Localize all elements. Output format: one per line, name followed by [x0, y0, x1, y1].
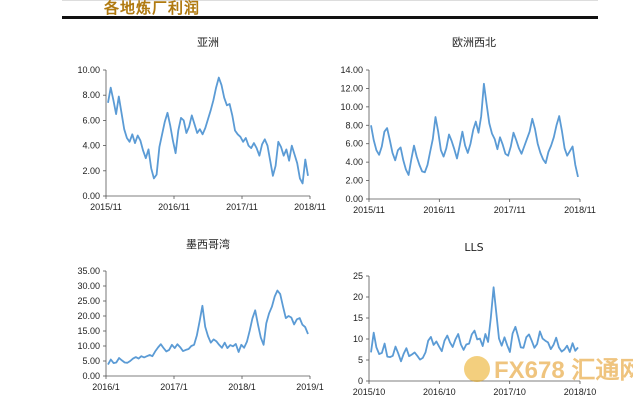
y-tick-label: 0.00 [345, 194, 363, 204]
x-tick-label: 2018/11 [564, 205, 596, 215]
x-tick-label: 2016/11 [423, 205, 455, 215]
y-tick-label: 5.00 [82, 356, 100, 366]
y-tick-label: 10 [353, 334, 363, 344]
x-tick-label: 2015/11 [353, 205, 385, 215]
chart-title: 亚洲 [197, 36, 219, 49]
x-tick-label: 2017/11 [226, 202, 258, 212]
y-tick-label: 20 [353, 292, 363, 302]
y-tick-label: 4.00 [82, 141, 100, 151]
series-line [370, 286, 579, 363]
y-tick-label: 35.00 [77, 266, 100, 276]
y-tick-label: 10.00 [340, 102, 363, 112]
header-top-rule [62, 0, 598, 1]
x-tick-label: 2015/10 [353, 387, 386, 397]
series-line [107, 289, 309, 366]
y-tick-label: 20.00 [77, 311, 100, 321]
y-tick-label: 6.00 [82, 115, 100, 125]
series-line [107, 76, 309, 185]
chart-title: 墨西哥湾 [186, 237, 230, 251]
x-tick-label: 2016/1 [92, 382, 120, 392]
x-tick-label: 2018/10 [564, 387, 597, 397]
x-tick-label: 2016/11 [158, 202, 190, 212]
y-tick-label: 25.00 [77, 296, 100, 306]
y-tick-label: 8.00 [82, 90, 100, 100]
y-tick-label: 10.00 [77, 65, 100, 75]
y-tick-label: 6.00 [345, 139, 363, 149]
x-tick-label: 2019/1 [296, 382, 324, 392]
y-tick-label: 0 [358, 376, 363, 386]
header-rule [62, 16, 598, 19]
series-line [370, 82, 579, 178]
watermark-text: FX678 汇通网 [494, 357, 633, 384]
x-tick-label: 2017/11 [494, 205, 526, 215]
chart-title: 欧洲西北 [452, 36, 496, 49]
y-tick-label: 2.00 [82, 166, 100, 176]
x-tick-label: 2018/1 [228, 382, 256, 392]
y-tick-label: 8.00 [345, 120, 363, 130]
y-tick-label: 0.00 [82, 191, 100, 201]
y-tick-label: 4.00 [345, 157, 363, 167]
x-tick-label: 2017/1 [160, 382, 188, 392]
y-tick-label: 2.00 [345, 176, 363, 186]
y-tick-label: 5 [358, 355, 363, 365]
y-tick-label: 15.00 [77, 326, 100, 336]
y-tick-label: 15 [353, 313, 363, 323]
page-title: 各地炼厂利润 [104, 0, 201, 17]
fx678-logo-icon [464, 356, 490, 382]
y-tick-label: 25 [353, 271, 363, 281]
y-tick-label: 0.00 [82, 371, 100, 381]
x-tick-label: 2016/10 [423, 387, 456, 397]
x-tick-label: 2015/11 [90, 202, 122, 212]
chart-title: LLS [464, 241, 483, 254]
x-tick-label: 2018/11 [294, 202, 326, 212]
y-tick-label: 10.00 [77, 341, 100, 351]
x-tick-label: 2017/10 [493, 387, 526, 397]
y-tick-label: 30.00 [77, 281, 100, 291]
fx678-watermark: FX678 汇通网 [464, 356, 633, 384]
y-tick-label: 12.00 [340, 83, 363, 93]
y-tick-label: 14.00 [340, 65, 363, 75]
